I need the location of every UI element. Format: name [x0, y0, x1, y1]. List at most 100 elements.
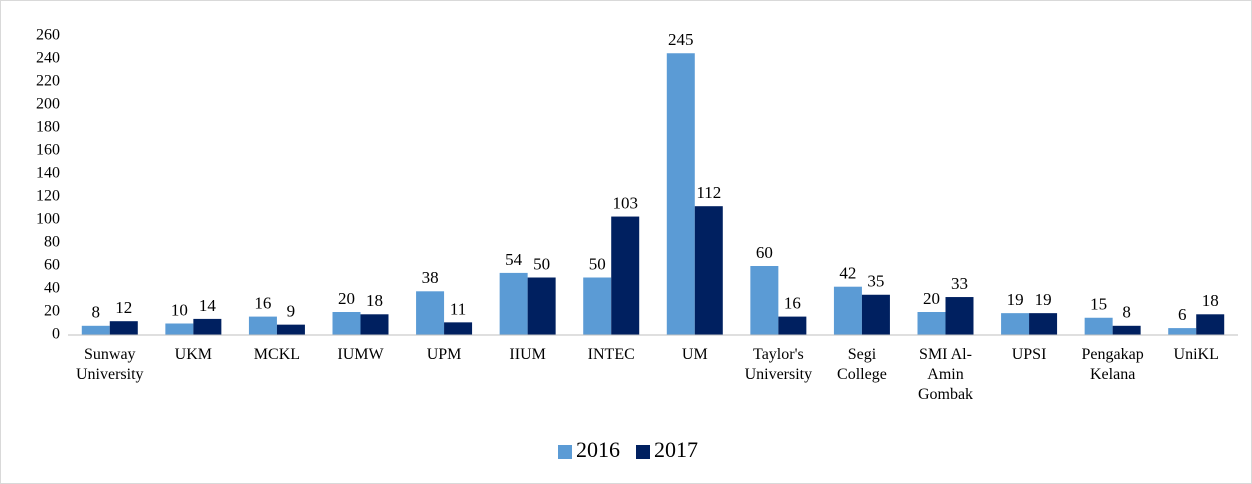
- x-tick-line: IIUM: [509, 346, 545, 363]
- data-label: 50: [533, 254, 550, 273]
- data-label: 8: [1122, 303, 1131, 322]
- data-label: 35: [867, 272, 884, 291]
- bar: [583, 277, 612, 335]
- y-tick-label: 160: [36, 142, 60, 159]
- data-label: 60: [756, 243, 773, 262]
- data-label: 33: [951, 274, 968, 293]
- y-tick-label: 120: [36, 188, 60, 205]
- y-tick-label: 80: [44, 234, 60, 251]
- bar: [527, 277, 556, 335]
- data-label: 19: [1007, 290, 1024, 309]
- bar: [109, 321, 138, 335]
- bar: [1112, 325, 1141, 335]
- y-tick-label: 100: [36, 211, 60, 228]
- x-tick-label: Sunway University: [76, 346, 144, 383]
- x-tick-label: IIUM: [509, 346, 545, 363]
- x-tick-line: INTEC: [588, 346, 635, 363]
- y-tick-label: 140: [36, 165, 60, 182]
- x-tick-line: UniKL: [1174, 346, 1219, 363]
- data-label: 14: [199, 296, 217, 315]
- bar: [276, 324, 305, 335]
- data-label: 18: [366, 291, 383, 310]
- data-label: 245: [668, 30, 694, 49]
- data-label: 38: [422, 268, 439, 287]
- data-label: 19: [1035, 290, 1052, 309]
- bar: [945, 297, 974, 335]
- bar: [1168, 328, 1197, 335]
- bar: [1196, 314, 1225, 335]
- x-tick-line: College: [837, 366, 887, 383]
- data-label: 20: [923, 289, 940, 308]
- x-tick-label: UPM: [427, 346, 462, 363]
- x-tick-line: SMI Al-: [919, 346, 972, 363]
- data-label: 9: [287, 302, 296, 321]
- data-label: 6: [1178, 305, 1187, 324]
- data-label: 18: [1202, 291, 1219, 310]
- x-tick-label: Segi College: [837, 346, 887, 383]
- data-label: 16: [254, 294, 271, 313]
- x-tick-label: Taylor's University: [745, 346, 813, 383]
- x-tick-line: Amin: [927, 366, 963, 383]
- x-tick-line: University: [76, 366, 144, 383]
- data-label: 54: [505, 250, 523, 269]
- x-tick-label: UPSI: [1012, 346, 1047, 363]
- bar: [444, 322, 473, 335]
- data-label: 20: [338, 289, 355, 308]
- bar: [1001, 313, 1030, 335]
- bar: [1084, 317, 1113, 335]
- y-tick-label: 240: [36, 50, 60, 67]
- y-tick-label: 20: [44, 303, 60, 320]
- bar: [193, 318, 222, 335]
- data-label: 112: [696, 183, 721, 202]
- bar: [778, 316, 807, 335]
- legend-label: 2017: [654, 437, 698, 462]
- legend-label: 2016: [576, 437, 620, 462]
- x-tick-line: UKM: [175, 346, 212, 363]
- legend-swatch: [558, 445, 572, 459]
- x-tick-label: SMI Al- Amin Gombak: [918, 346, 973, 403]
- bar: [833, 286, 862, 335]
- bar: [861, 294, 890, 335]
- x-tick-line: Pengakap: [1082, 346, 1144, 363]
- data-label: 15: [1090, 295, 1107, 314]
- x-tick-line: UPSI: [1012, 346, 1047, 363]
- data-label: 12: [115, 298, 132, 317]
- x-tick-line: University: [745, 366, 813, 383]
- legend-swatch: [636, 445, 650, 459]
- bar: [499, 272, 528, 335]
- bar: [165, 323, 194, 335]
- data-label: 10: [171, 300, 188, 319]
- y-tick-label: 260: [36, 27, 60, 44]
- bar: [750, 266, 779, 335]
- y-tick-label: 40: [44, 280, 60, 297]
- x-tick-label: IUMW: [337, 346, 384, 363]
- y-tick-label: 60: [44, 257, 60, 274]
- bar: [917, 312, 946, 335]
- x-tick-line: IUMW: [337, 346, 384, 363]
- x-tick-line: Sunway: [84, 346, 136, 363]
- data-label: 8: [92, 303, 101, 322]
- y-tick-label: 0: [52, 326, 60, 343]
- x-tick-line: Gombak: [918, 386, 973, 403]
- x-tick-line: UPM: [427, 346, 462, 363]
- bar: [332, 312, 361, 335]
- x-tick-label: MCKL: [254, 346, 300, 363]
- bar: [81, 325, 110, 335]
- data-label: 50: [589, 254, 606, 273]
- bar: [666, 53, 695, 335]
- x-tick-line: Kelana: [1090, 366, 1135, 383]
- data-label: 16: [784, 294, 801, 313]
- bar: [1029, 313, 1058, 335]
- x-tick-line: MCKL: [254, 346, 300, 363]
- x-tick-line: UM: [682, 346, 708, 363]
- x-tick-line: Segi: [848, 346, 877, 363]
- y-tick-label: 180: [36, 119, 60, 136]
- bar: [416, 291, 445, 335]
- bar: [694, 206, 723, 335]
- x-tick-label: Pengakap Kelana: [1082, 346, 1144, 383]
- data-label: 11: [450, 299, 466, 318]
- y-tick-label: 200: [36, 96, 60, 113]
- x-tick-label: UM: [682, 346, 708, 363]
- y-tick-label: 220: [36, 73, 60, 90]
